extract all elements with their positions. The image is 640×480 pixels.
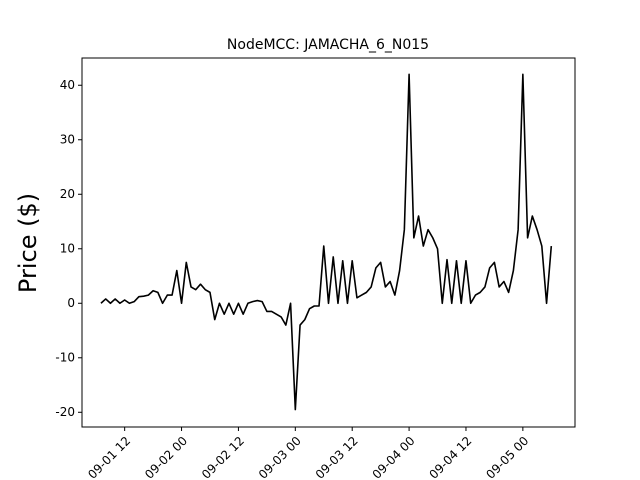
y-tick-label: 0 (67, 296, 75, 310)
chart-title: NodeMCC: JAMACHA_6_N015 (227, 37, 429, 53)
y-tick-label: 20 (60, 187, 75, 201)
y-tick-label: 30 (60, 132, 75, 146)
y-tick-label: 40 (60, 78, 75, 92)
line-series (100, 73, 553, 411)
y-axis-label: Price ($) (14, 193, 42, 293)
y-tick-label: -10 (55, 350, 75, 364)
plot-frame (81, 57, 576, 428)
y-tick-label: 10 (60, 241, 75, 255)
y-tick-label: -20 (55, 405, 75, 419)
